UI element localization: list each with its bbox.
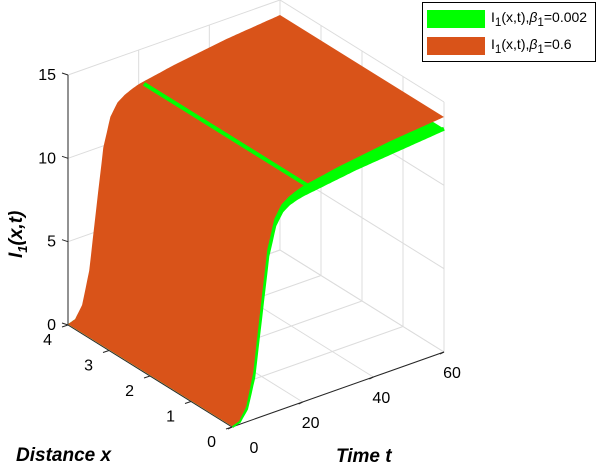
y-tick-label: 4 — [43, 332, 52, 349]
legend-label: I1(x,t),β1=0.002 — [491, 9, 588, 29]
z-tick-label: 5 — [47, 234, 56, 251]
y-tick-label: 0 — [207, 434, 216, 451]
z-tick-mark — [61, 322, 69, 326]
z-axis-label: I1(x,t) — [6, 211, 30, 258]
y-tick-label: 1 — [166, 409, 175, 426]
y-tick-label: 3 — [84, 358, 93, 375]
x-tick-label: 40 — [372, 390, 390, 407]
z-tick-label: 10 — [38, 150, 56, 167]
y-tick-label: 2 — [125, 383, 134, 400]
z-tick-label: 0 — [47, 317, 56, 334]
z-tick-label: 15 — [38, 67, 56, 84]
x-tick-mark — [439, 351, 445, 355]
y-tick-mark — [61, 324, 69, 328]
y-tick-mark — [102, 350, 110, 353]
x-axis-line — [231, 351, 445, 428]
legend-swatch-green — [427, 10, 485, 28]
surfaces-layer — [68, 15, 445, 428]
grid-line — [67, 0, 281, 76]
surface-beta-0.6 — [68, 15, 444, 427]
surface-edge-beta-0.002 — [230, 126, 445, 428]
x-axis-label: Time t — [336, 446, 392, 466]
y-tick-mark — [225, 426, 233, 430]
x-tick-label: 60 — [443, 365, 461, 382]
grid-line — [279, 0, 445, 103]
z-tick-mark — [61, 155, 69, 159]
legend-item-beta-0.002: I1(x,t),β1=0.002 — [427, 7, 587, 31]
y-tick-mark — [184, 401, 192, 404]
z-tick-mark — [61, 72, 69, 76]
intersection-line-beta-0.002 — [142, 82, 310, 188]
legend: I1(x,t),β1=0.002 I1(x,t),β1=0.6 — [422, 2, 596, 62]
y-axis-label: Distance x — [16, 445, 112, 466]
x-tick-mark — [298, 401, 303, 405]
legend-item-beta-0.6: I1(x,t),β1=0.6 — [427, 34, 572, 58]
legend-label: I1(x,t),β1=0.6 — [491, 36, 572, 56]
x-tick-label: 0 — [250, 440, 259, 457]
z-tick-mark — [61, 239, 69, 243]
x-tick-mark — [369, 376, 374, 380]
x-tick-label: 20 — [302, 415, 320, 432]
y-tick-mark — [143, 375, 151, 379]
legend-swatch-orange — [427, 37, 485, 55]
